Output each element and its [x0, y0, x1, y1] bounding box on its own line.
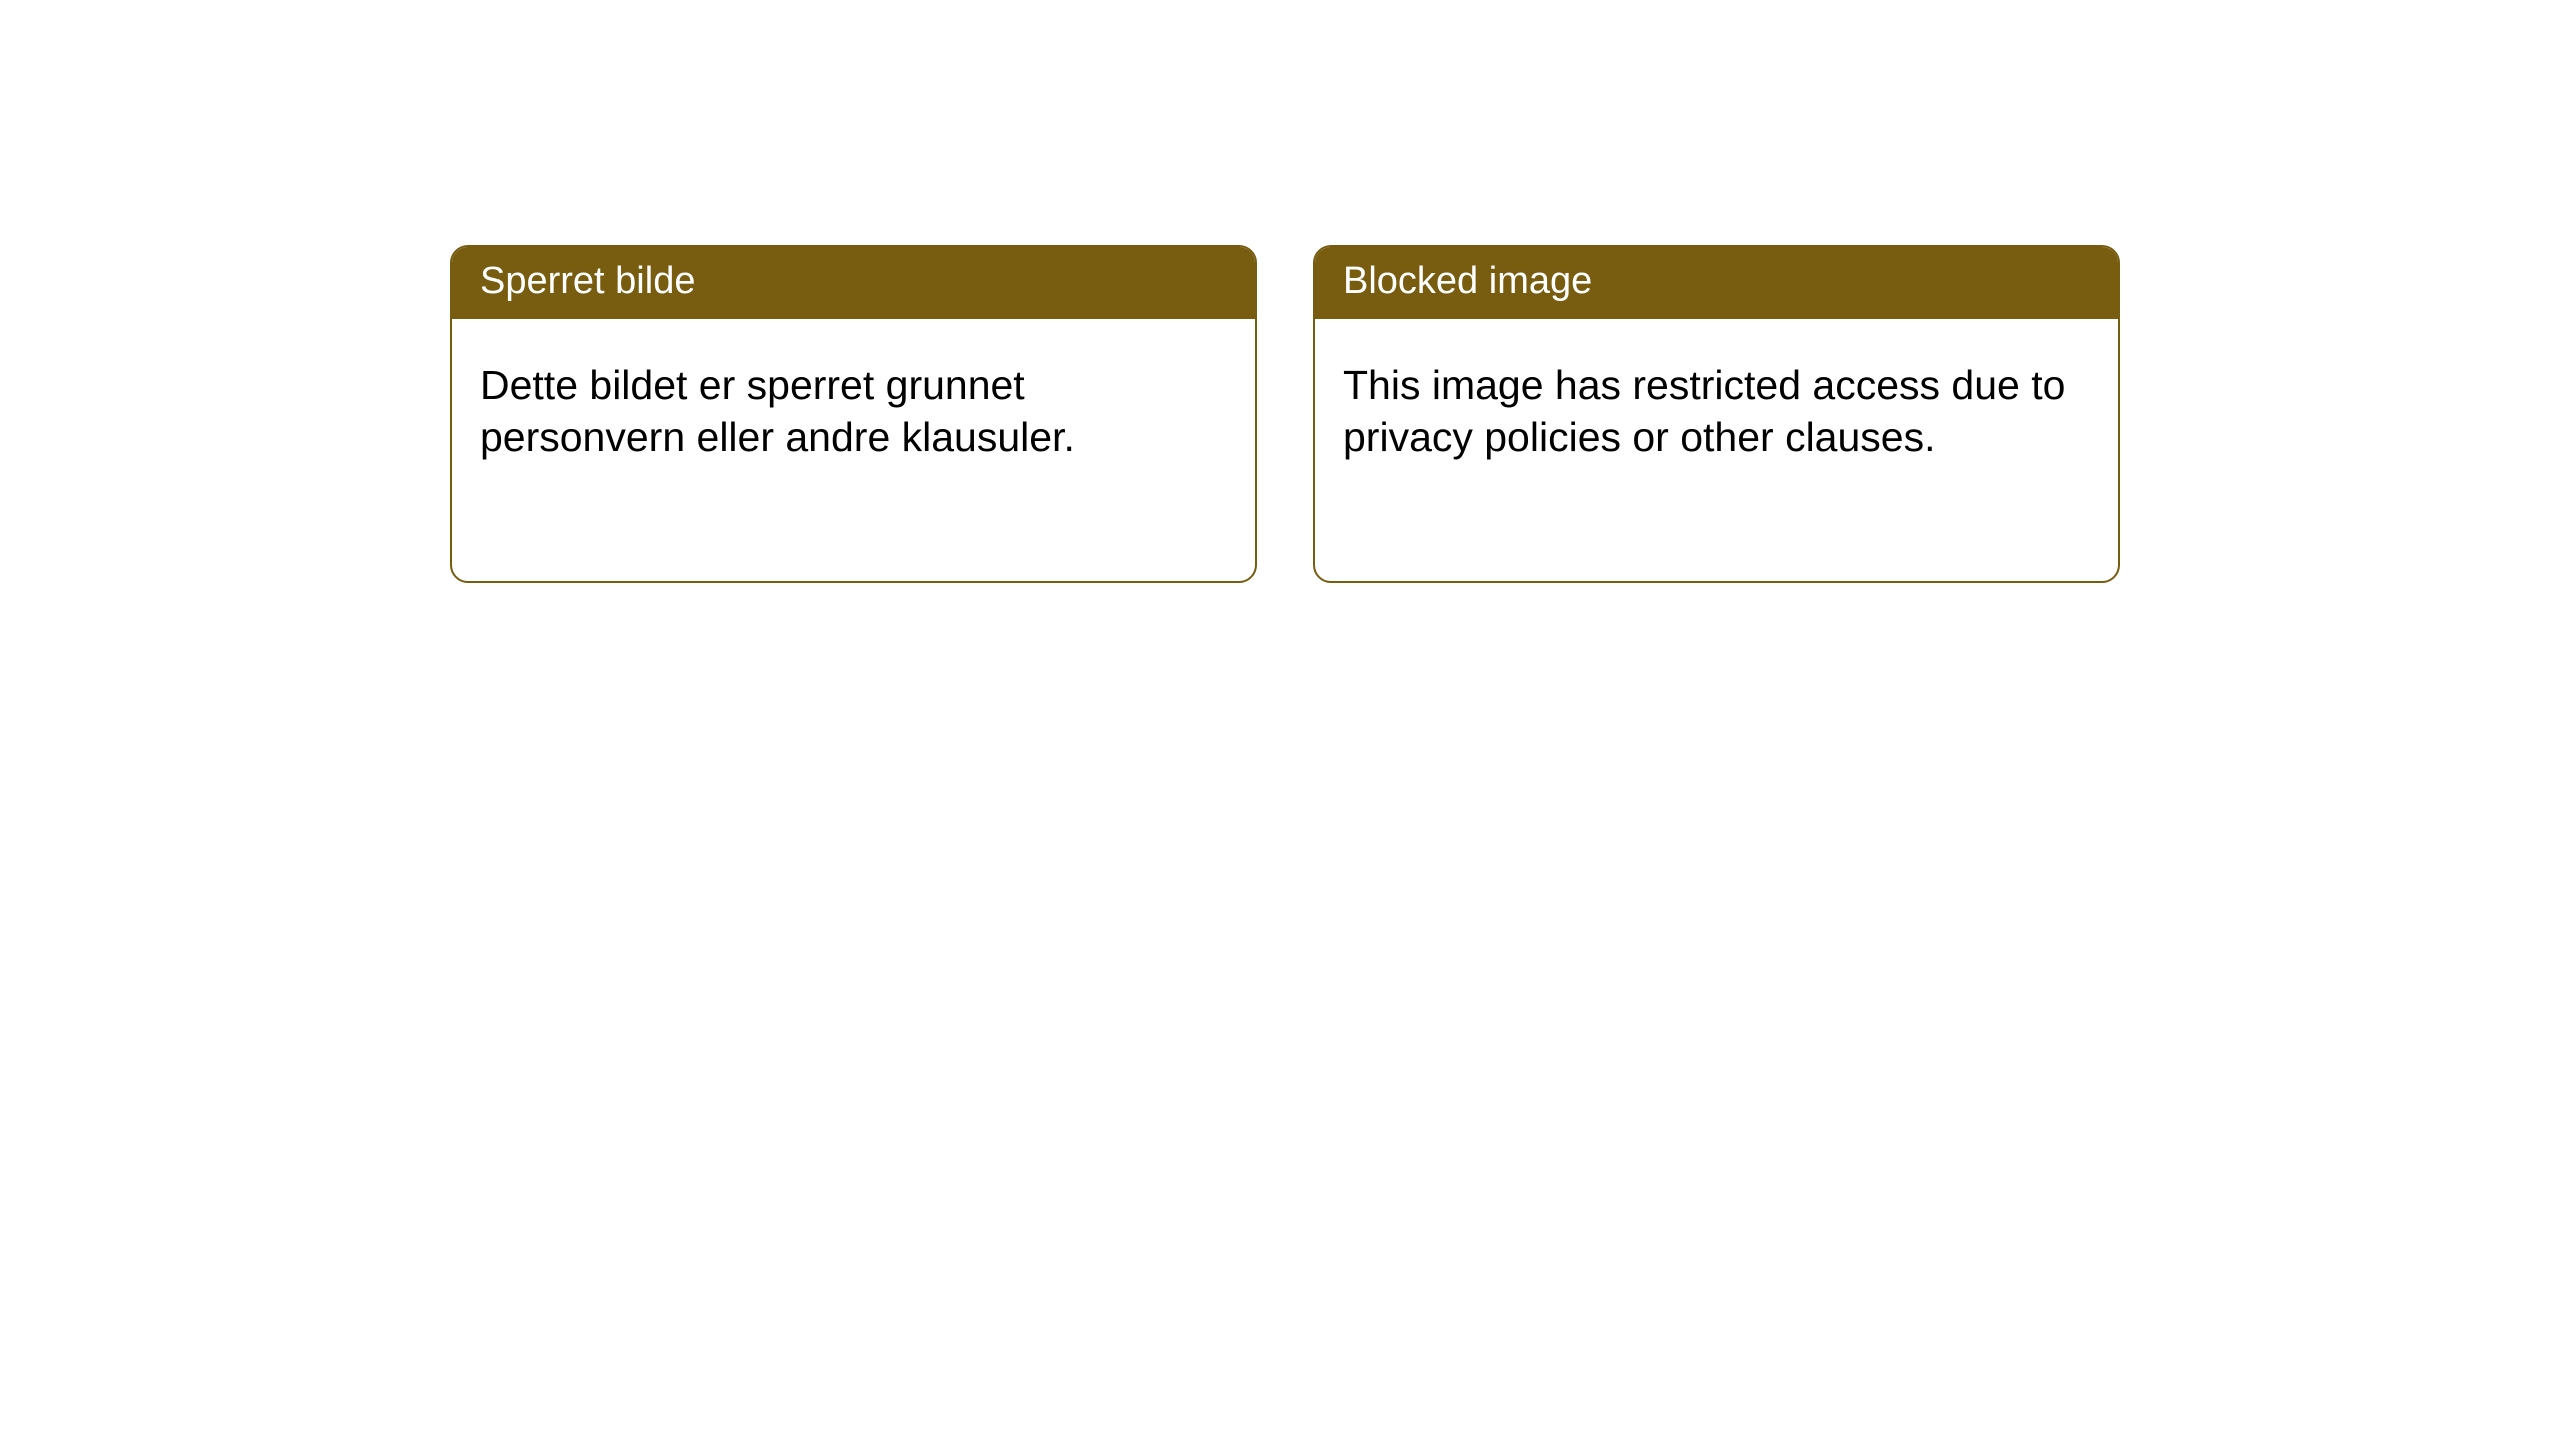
notice-card-norwegian: Sperret bilde Dette bildet er sperret gr… — [450, 245, 1257, 583]
notice-container: Sperret bilde Dette bildet er sperret gr… — [450, 245, 2120, 583]
notice-body-norwegian: Dette bildet er sperret grunnet personve… — [452, 319, 1255, 492]
notice-title-english: Blocked image — [1315, 247, 2118, 319]
notice-card-english: Blocked image This image has restricted … — [1313, 245, 2120, 583]
notice-body-english: This image has restricted access due to … — [1315, 319, 2118, 492]
notice-title-norwegian: Sperret bilde — [452, 247, 1255, 319]
